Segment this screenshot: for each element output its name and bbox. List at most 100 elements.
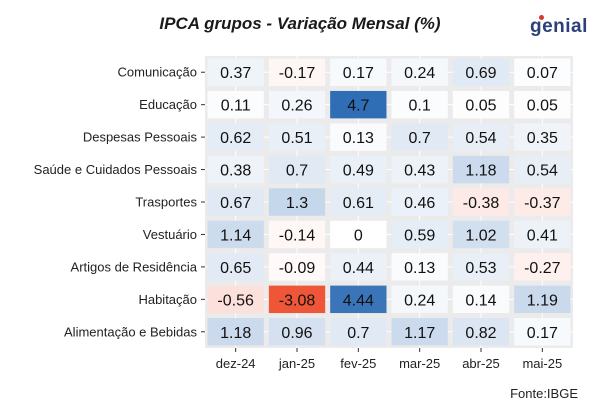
cell-value-label: 0.67 [220,195,251,212]
y-tick-label: Educação [139,97,197,112]
heatmap-cell [452,188,510,216]
heatmap-cell [514,220,571,249]
heatmap-cell [268,90,326,119]
heatmap-cell [391,123,448,151]
heatmap-cell [268,58,326,86]
cell-value-label: 0 [354,227,363,244]
heatmap-cell [391,155,448,184]
heatmap-cell [391,90,448,119]
cell-value-label: 0.46 [404,195,435,212]
cell-value-label: -0.17 [279,65,316,82]
cell-value-label: 0.49 [343,163,374,180]
heatmap-cell [514,123,571,151]
cell-value-label: 0.24 [404,65,435,82]
cell-value-label: -0.56 [217,292,254,309]
cell-value-label: 0.41 [527,227,558,244]
heatmap-cell [452,253,510,281]
heatmap-cell [514,285,571,314]
cell-value-label: 0.82 [465,325,496,342]
heatmap-cell [514,58,571,86]
cell-value-label: 4.44 [343,292,374,309]
heatmap-cell [514,90,571,119]
heatmap-cell [268,123,326,151]
heatmap-cell [207,155,264,184]
cell-value-label: 0.62 [220,130,251,147]
heatmap-cell [391,318,448,346]
cell-value-label: 1.19 [527,292,558,309]
heatmap-cell [452,220,510,249]
heatmap-cell [207,90,264,119]
cell-value-label: 1.18 [465,163,496,180]
heatmap-cell [514,318,571,346]
cell-value-label: 0.05 [527,98,558,115]
heatmap-cell [330,285,387,314]
cell-value-label: 0.69 [465,65,496,82]
heatmap-cell [268,220,326,249]
heatmap-cell [330,90,387,119]
x-tick-label: fev-25 [340,356,376,371]
cell-value-label: 1.3 [286,195,308,212]
heatmap-cell [268,188,326,216]
cell-value-label: 0.44 [343,260,374,277]
heatmap-cell [391,58,448,86]
y-tick-label: Artigos de Residência [71,259,198,274]
cell-value-label: 1.18 [220,325,251,342]
cell-value-label: 0.13 [343,130,374,147]
cell-value-label: 0.07 [527,65,558,82]
x-tick-label: jan-25 [278,356,315,371]
cell-value-label: -0.37 [524,195,561,212]
cell-value-label: 0.11 [221,98,251,115]
heatmap-cell [207,318,264,346]
cell-value-label: 0.61 [343,195,374,212]
heatmap-cell [391,188,448,216]
heatmap-cell [330,188,387,216]
heatmap-cell [452,318,510,346]
cell-value-label: 1.14 [220,227,251,244]
cell-value-label: -0.27 [524,260,561,277]
x-tick-label: abr-25 [462,356,500,371]
heatmap-cell [330,318,387,346]
cell-value-label: 0.54 [527,163,558,180]
y-tick-label: Habitação [138,292,197,307]
heatmap-cell [452,285,510,314]
y-tick-label: Saúde e Cuidados Pessoais [34,162,198,177]
heatmap-cell [514,188,571,216]
heatmap-cell [391,253,448,281]
heatmap-cell [391,285,448,314]
heatmap-cell [514,155,571,184]
y-tick-label: Despesas Pessoais [83,130,198,145]
heatmap-cell [268,318,326,346]
cell-value-label: 0.7 [286,163,308,180]
heatmap-cell [330,58,387,86]
y-tick-label: Alimentação e Bebidas [64,324,197,339]
y-tick-label: Trasportes [135,195,197,210]
y-tick-label: Vestuário [143,227,197,242]
heatmap-cell [207,253,264,281]
x-tick-label: mai-25 [522,356,562,371]
y-tick-label: Comunicação [118,65,198,80]
logo-dot [539,15,544,20]
logo-text: genial [530,16,588,37]
cell-value-label: 0.53 [465,260,496,277]
source-note: Fonte:IBGE [510,386,578,401]
cell-value-label: -0.38 [463,195,500,212]
cell-value-label: 0.24 [404,292,435,309]
x-tick-label: dez-24 [216,356,256,371]
heatmap-cell [330,220,387,249]
cell-value-label: 0.13 [404,260,435,277]
heatmap-cell [452,90,510,119]
cell-value-label: 0.17 [343,65,374,82]
cell-value-label: 4.7 [347,98,369,115]
cell-value-label: -0.09 [279,260,316,277]
cell-value-label: 0.43 [404,163,435,180]
cell-value-label: -3.08 [279,292,316,309]
genial-logo: genial [530,14,588,42]
cell-value-label: 0.38 [220,163,251,180]
cell-value-label: 0.1 [409,98,431,115]
cell-value-label: 0.7 [409,130,431,147]
cell-value-label: -0.14 [279,227,316,244]
heatmap-cell [268,253,326,281]
cell-value-label: 1.02 [465,227,496,244]
heatmap-cell [207,188,264,216]
